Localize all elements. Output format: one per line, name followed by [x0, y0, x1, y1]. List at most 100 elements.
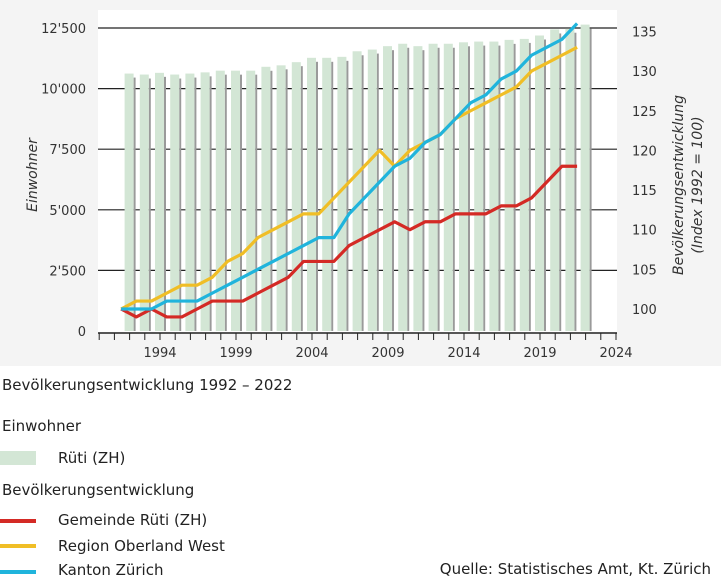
- y-right-tick-label: 135: [632, 25, 657, 40]
- bar-shadow: [133, 77, 136, 331]
- source-note: Quelle: Statistisches Amt, Kt. Zürich: [439, 560, 711, 578]
- bar-shadow: [361, 55, 364, 332]
- bar: [443, 43, 453, 331]
- bar: [246, 70, 256, 331]
- y-left-axis-label: Einwohner: [25, 137, 41, 212]
- x-tick-label: 2019: [523, 346, 556, 361]
- series-line-2: [121, 22, 579, 311]
- bar-shadow: [468, 46, 470, 331]
- bar-shadow: [392, 50, 394, 332]
- series-line-1: [120, 45, 578, 311]
- bar-shadow: [437, 47, 440, 331]
- bar-shadow: [528, 42, 531, 332]
- bar: [155, 72, 164, 332]
- y-left-tick-label: 10'000: [41, 83, 86, 98]
- bar-shadow: [346, 60, 349, 331]
- bar: [428, 43, 438, 331]
- bar-shadow: [164, 76, 166, 332]
- bar: [139, 74, 149, 331]
- y-right-axis-sublabel: (Index 1992 = 100): [690, 116, 706, 253]
- y-left-tick-label: 7'500: [49, 143, 86, 158]
- bar: [504, 39, 514, 332]
- y-left-tick-label: 12'500: [41, 22, 86, 37]
- x-tick-label: 2004: [295, 346, 328, 361]
- bar: [215, 70, 225, 331]
- bar: [322, 57, 332, 332]
- bar-shadow: [179, 78, 182, 331]
- bar: [398, 43, 408, 331]
- legend-swatch-series-1: [0, 544, 36, 548]
- legend-swatch-bars: [0, 451, 36, 465]
- bar: [413, 46, 423, 332]
- bar: [535, 35, 544, 331]
- legend-title: Bevölkerungsentwicklung 1992 – 2022: [2, 376, 293, 394]
- bar-shadow: [452, 47, 455, 331]
- bar-shadow: [483, 45, 486, 331]
- bar-shadow: [209, 76, 212, 332]
- bar-shadow: [331, 61, 334, 332]
- bar-shadow: [559, 33, 562, 331]
- legend-label-series-0: Gemeinde Rüti (ZH): [58, 511, 208, 529]
- bar: [261, 66, 271, 331]
- chart: 0 2'500 5'000 7'500 10'000 12'500 100 105 110 115…: [25, 10, 706, 361]
- bar-shadow: [224, 74, 227, 331]
- x-tick-label: 1994: [143, 346, 176, 361]
- series-line-0: [120, 164, 578, 319]
- bar-shadow: [422, 50, 425, 332]
- bar: [352, 51, 362, 332]
- bar: [276, 65, 286, 332]
- bar: [550, 29, 560, 331]
- bar-shadow: [407, 47, 410, 331]
- bar: [474, 41, 484, 331]
- y-right-tick-label: 105: [632, 263, 657, 278]
- y-left-tick-label: 5'000: [49, 204, 86, 219]
- bar-shadow: [148, 78, 151, 331]
- legend-swatch-series-0: [0, 519, 36, 523]
- bar-shadow: [316, 61, 318, 332]
- bar-shadow: [285, 69, 288, 332]
- bar: [519, 38, 529, 332]
- bar: [185, 73, 195, 331]
- x-tick-label: 2014: [447, 346, 480, 361]
- bar-shadow: [270, 70, 273, 331]
- bar: [489, 41, 499, 331]
- bar-shadow: [300, 66, 303, 331]
- legend-label-bars: Rüti (ZH): [58, 449, 126, 467]
- bar: [231, 70, 240, 331]
- x-tick-label: 2024: [599, 346, 632, 361]
- y-right-tick-label: 125: [632, 105, 657, 120]
- legend-label-series-1: Region Oberland West: [58, 537, 225, 555]
- bar-shadow: [513, 43, 516, 332]
- bar: [291, 62, 301, 331]
- y-right-tick-label: 110: [632, 224, 657, 239]
- bar-shadow: [255, 74, 258, 331]
- bar: [337, 56, 347, 331]
- y-left-tick-label: 2'500: [49, 264, 86, 279]
- y-right-tick-label: 100: [632, 303, 657, 318]
- bar: [383, 46, 392, 332]
- y-left-tick-label: 0: [78, 325, 86, 340]
- x-tick-label: 2009: [371, 346, 404, 361]
- y-right-tick-label: 120: [632, 144, 657, 159]
- y-right-axis-label: Bevölkerungsentwicklung: [671, 95, 687, 275]
- bar: [580, 24, 590, 332]
- legend-label-series-2: Kanton Zürich: [58, 561, 164, 579]
- y-right-tick-label: 130: [632, 65, 657, 80]
- bar-shadow: [240, 74, 242, 331]
- legend-group-einwohner: Einwohner: [2, 417, 82, 435]
- bar: [565, 28, 575, 331]
- bar: [200, 72, 210, 332]
- bar: [307, 57, 316, 332]
- x-tick-label: 1999: [219, 346, 252, 361]
- bar: [170, 74, 180, 331]
- legend-swatch-series-2: [0, 570, 36, 574]
- y-right-tick-label: 115: [632, 184, 657, 199]
- bar-shadow: [574, 32, 577, 331]
- bar-shadow: [194, 77, 197, 331]
- bar: [459, 42, 468, 331]
- legend-group-entwicklung: Bevölkerungsentwicklung: [2, 481, 195, 499]
- bar: [124, 73, 134, 331]
- bar-shadow: [376, 53, 379, 331]
- bar-shadow: [589, 28, 592, 332]
- bar-shadow: [498, 45, 501, 331]
